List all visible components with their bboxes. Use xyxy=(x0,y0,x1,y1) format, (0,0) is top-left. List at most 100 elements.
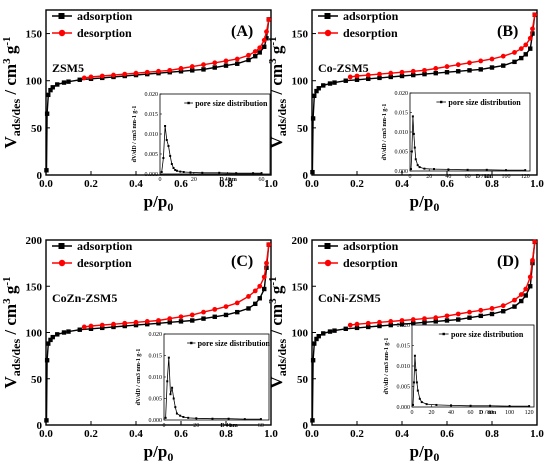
desorption-point xyxy=(234,300,240,306)
legend-label: desorption xyxy=(343,26,398,40)
pore-size-point xyxy=(179,170,182,173)
legend-marker xyxy=(324,259,332,267)
adsorption-point xyxy=(530,31,535,36)
adsorption-point xyxy=(262,44,267,49)
adsorption-point xyxy=(366,76,371,82)
adsorption-point xyxy=(66,329,71,334)
pore-size-point xyxy=(179,414,182,417)
x-tick-label: 0.2 xyxy=(350,178,364,190)
inset-y-tick-label: 0.020 xyxy=(397,323,411,329)
inset-y-title: dV/dD / cm3 nm-1 g-1 xyxy=(132,106,138,163)
sample-name: ZSM5 xyxy=(52,61,84,75)
desorption-point xyxy=(410,68,416,74)
pore-size-point xyxy=(169,155,172,157)
pore-size-point xyxy=(425,403,428,406)
inset-x-tick-label: 60 xyxy=(258,423,264,429)
adsorption-point xyxy=(264,265,269,270)
legend-marker xyxy=(58,259,66,267)
inset-legend-label: pore size distribution xyxy=(198,339,271,348)
desorption-point xyxy=(223,58,229,64)
pore-size-point xyxy=(409,168,412,171)
x-tick-label: 0.4 xyxy=(129,428,143,440)
pore-size-point xyxy=(505,169,507,172)
desorption-point xyxy=(167,316,173,322)
inset-y-tick-label: 0.000 xyxy=(145,172,159,178)
pore-size-point xyxy=(169,393,172,396)
adsorption-point xyxy=(178,69,184,74)
desorption-point xyxy=(518,46,524,52)
adsorption-point xyxy=(489,65,495,70)
pore-size-point xyxy=(182,415,185,418)
legend-marker xyxy=(324,29,332,37)
x-tick-label: 0.6 xyxy=(174,178,188,190)
desorption-point xyxy=(377,71,382,77)
x-tick-label: 0.0 xyxy=(305,178,319,190)
pore-size-point xyxy=(433,168,435,171)
desorption-point xyxy=(99,73,105,79)
desorption-point xyxy=(234,56,240,62)
inset-y-tick-label: 0.020 xyxy=(149,332,163,338)
adsorption-point xyxy=(133,322,139,328)
pore-size-point xyxy=(174,169,177,171)
legend-marker xyxy=(58,243,65,249)
desorption-point xyxy=(444,64,450,69)
inset-x-tick-label: 20 xyxy=(193,423,199,429)
pore-size-point xyxy=(450,404,453,407)
adsorption-point xyxy=(48,337,53,343)
adsorption-point xyxy=(444,70,450,75)
adsorption-point xyxy=(264,36,269,41)
adsorption-point xyxy=(61,330,67,335)
inset-x-title: D / nm xyxy=(220,423,237,429)
adsorption-point xyxy=(44,111,50,116)
adsorption-point xyxy=(310,116,316,121)
adsorption-point xyxy=(61,80,67,85)
desorption-point xyxy=(88,74,94,80)
inset-x-tick-label: 100 xyxy=(502,174,511,180)
pore-size-point xyxy=(187,416,190,419)
adsorption-point xyxy=(77,327,82,332)
adsorption-point xyxy=(122,323,127,329)
pore-size-point xyxy=(466,168,469,171)
adsorption-point xyxy=(44,418,49,423)
pore-size-point xyxy=(164,125,167,127)
adsorption-point xyxy=(354,77,360,82)
adsorption-point xyxy=(212,314,217,319)
inset-y-tick-label: 0.010 xyxy=(149,375,163,381)
inset-x-tick-label: 20 xyxy=(429,410,435,416)
inset-x-title: D / nm xyxy=(220,177,237,183)
desorption-point xyxy=(388,70,394,76)
inset-y-tick-label: 0.020 xyxy=(145,92,159,98)
desorption-point xyxy=(399,69,405,75)
adsorption-point xyxy=(332,80,337,85)
adsorption-point xyxy=(478,67,483,72)
desorption-point xyxy=(532,239,538,245)
adsorption-point xyxy=(253,54,258,59)
legend-label: adsorption xyxy=(77,9,133,23)
adsorption-point xyxy=(523,293,528,298)
inset-y-tick-label: 0.015 xyxy=(149,354,163,360)
inset-legend-label: pore size distribution xyxy=(448,98,521,107)
x-tick-label: 1.0 xyxy=(530,178,544,190)
adsorption-point xyxy=(257,50,262,55)
desorption-point xyxy=(156,318,161,323)
pore-size-point xyxy=(167,145,170,147)
pore-size-point xyxy=(201,171,204,174)
adsorption-point xyxy=(501,309,506,314)
inset-x-tick-label: 40 xyxy=(445,174,451,180)
inset-y-title: dV/dD / cm3 nm-1 g-1 xyxy=(384,338,390,395)
inset-y-title: dV/dD / cm3 nm-1 g-1 xyxy=(136,349,142,406)
chart-panel: 0.0 0.2 0.4 0.6 0.8 1.0 0 50 100 150 p/p0 Vads/des … xyxy=(267,9,544,214)
adsorption-point xyxy=(223,312,229,318)
desorption-point xyxy=(201,309,206,315)
desorption-point xyxy=(512,297,517,303)
adsorption-point xyxy=(235,309,240,315)
x-tick-label: 0.2 xyxy=(84,428,98,440)
pore-size-point xyxy=(259,418,262,421)
y-tick-label: 50 xyxy=(31,374,43,386)
inset-x-tick-label: 20 xyxy=(191,177,197,183)
pore-size-point xyxy=(260,172,263,175)
legend-label: desorption xyxy=(343,256,398,270)
adsorption-point xyxy=(235,61,240,66)
adsorption-point xyxy=(178,319,184,324)
pore-size-point xyxy=(412,381,415,384)
